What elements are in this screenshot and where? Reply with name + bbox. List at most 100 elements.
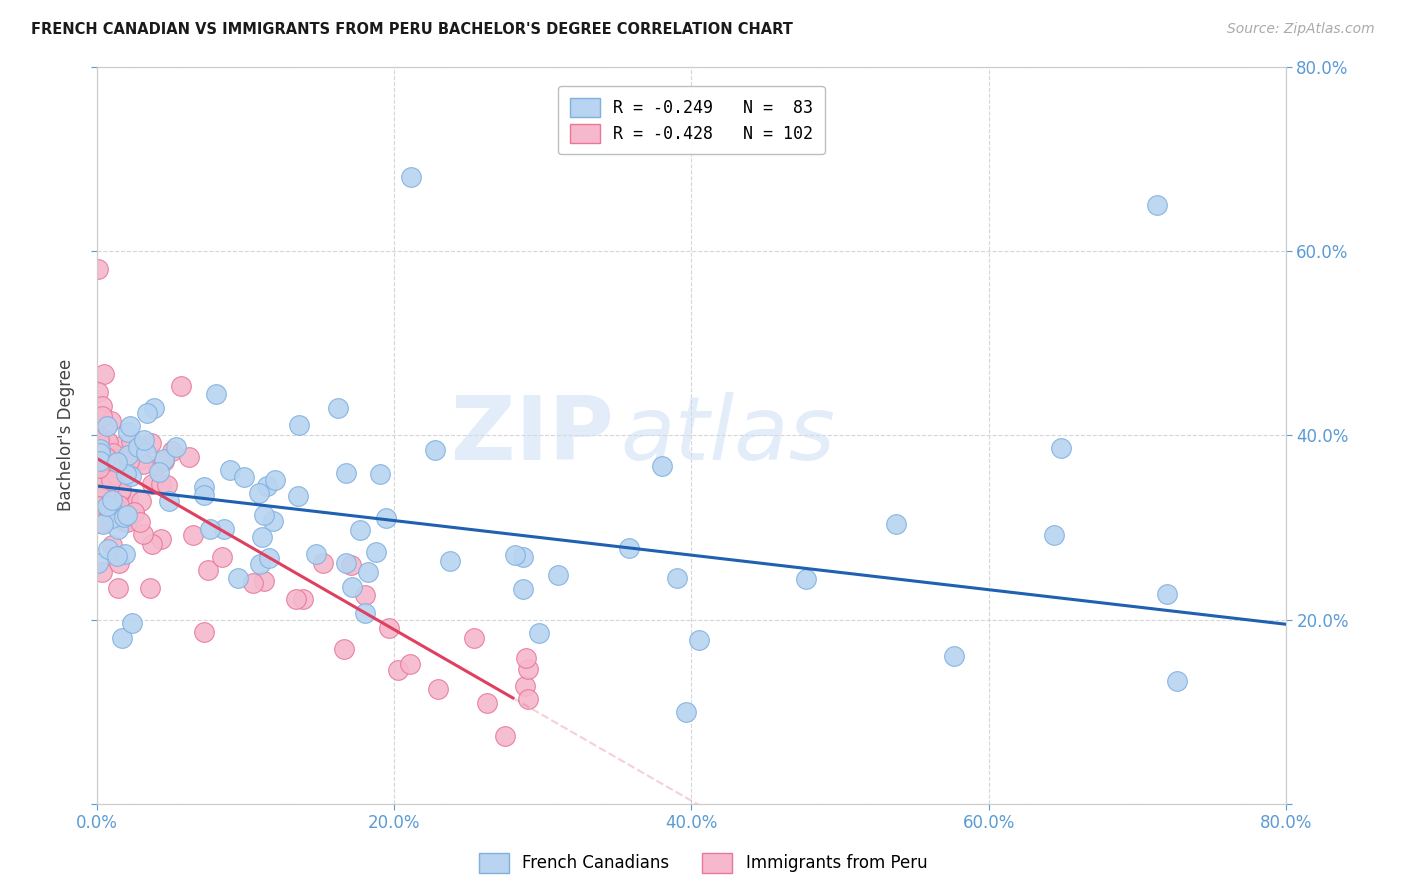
Point (374, 510, 396, 524)
Point (370, 467, 392, 481)
Point (89, 516, 111, 531)
Point (141, 537, 163, 551)
Point (136, 405, 159, 419)
Point (87, 434, 110, 449)
Point (547, 567, 569, 582)
Point (134, 434, 156, 448)
Point (94, 450, 117, 464)
Point (127, 440, 149, 454)
Point (115, 508, 138, 523)
Point (149, 532, 172, 546)
Point (257, 550, 280, 565)
Point (87, 516, 110, 530)
Point (651, 459, 673, 474)
Point (335, 466, 357, 480)
Point (170, 379, 193, 393)
Point (135, 446, 157, 460)
Point (354, 588, 377, 602)
Point (103, 446, 125, 460)
Point (114, 467, 136, 482)
Point (94, 417, 117, 432)
Point (333, 642, 356, 657)
Point (399, 170, 422, 185)
Point (226, 571, 249, 585)
Point (129, 515, 152, 529)
Point (93, 419, 115, 434)
Point (107, 549, 129, 563)
Point (156, 477, 179, 491)
Point (122, 506, 145, 520)
Text: Source: ZipAtlas.com: Source: ZipAtlas.com (1227, 22, 1375, 37)
Point (97, 434, 120, 449)
Point (100, 538, 122, 552)
Point (212, 522, 235, 536)
Text: FRENCH CANADIAN VS IMMIGRANTS FROM PERU BACHELOR'S DEGREE CORRELATION CHART: FRENCH CANADIAN VS IMMIGRANTS FROM PERU … (31, 22, 793, 37)
Point (101, 511, 124, 525)
Point (100, 501, 122, 516)
Point (118, 419, 141, 434)
Point (423, 443, 446, 458)
Point (148, 465, 170, 479)
Point (91, 566, 114, 580)
Point (90, 479, 112, 493)
Point (87, 410, 110, 425)
Point (252, 530, 274, 544)
Point (249, 557, 271, 571)
Point (87, 508, 110, 523)
Point (89, 433, 111, 447)
Point (494, 729, 516, 743)
Point (105, 455, 128, 469)
Point (378, 621, 401, 635)
Point (115, 515, 138, 529)
Point (129, 451, 152, 466)
Point (512, 550, 534, 565)
Point (1146, 198, 1168, 212)
Point (512, 582, 534, 596)
Point (87, 384, 110, 399)
Point (1166, 673, 1188, 688)
Point (121, 615, 143, 630)
Point (93, 452, 115, 467)
Point (103, 498, 125, 512)
Point (253, 508, 276, 523)
Point (884, 516, 907, 531)
Point (87, 262, 110, 277)
Point (153, 452, 176, 467)
Point (205, 387, 228, 401)
Point (122, 505, 145, 519)
Y-axis label: Bachelor's Degree: Bachelor's Degree (58, 359, 75, 511)
Point (326, 401, 349, 416)
Point (96, 418, 118, 433)
Point (117, 425, 139, 439)
Point (211, 549, 233, 564)
Point (132, 527, 155, 541)
Point (291, 592, 314, 607)
Point (340, 580, 363, 594)
Point (90, 506, 112, 520)
Point (527, 625, 550, 640)
Point (364, 545, 387, 559)
Point (665, 571, 688, 585)
Point (105, 456, 128, 470)
Point (689, 632, 711, 647)
Point (262, 514, 284, 528)
Point (97, 503, 120, 517)
Point (108, 498, 131, 512)
Point (117, 491, 139, 506)
Point (160, 444, 183, 458)
Point (617, 541, 640, 555)
Point (93, 473, 115, 487)
Point (110, 483, 132, 497)
Point (219, 463, 242, 477)
Point (101, 492, 124, 507)
Point (675, 705, 697, 719)
Point (503, 549, 526, 563)
Text: ZIP: ZIP (451, 392, 614, 479)
Point (105, 452, 128, 467)
Point (198, 522, 221, 536)
Point (157, 494, 180, 508)
Point (475, 696, 498, 710)
Point (197, 563, 219, 577)
Point (94, 483, 117, 498)
Point (284, 591, 307, 606)
